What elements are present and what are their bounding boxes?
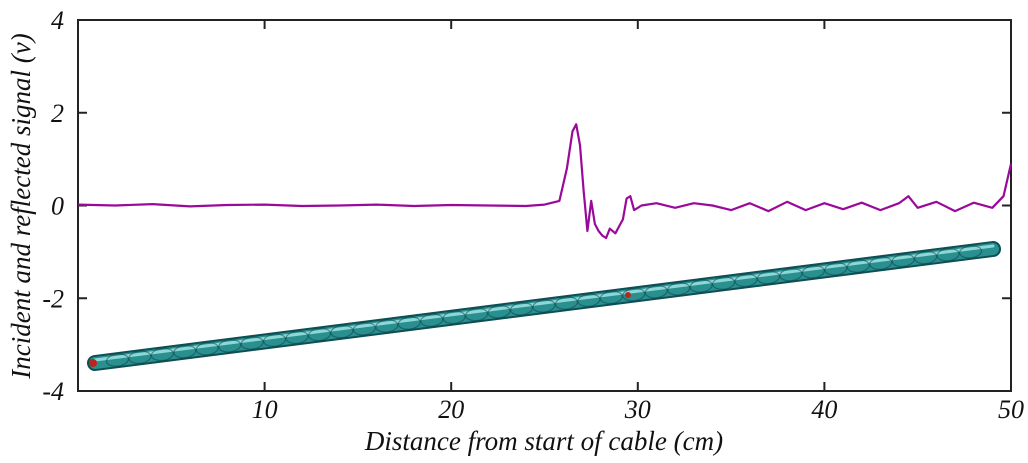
series-layer: [77, 123, 1013, 240]
y-tick-label: 0: [51, 192, 64, 221]
cable-twist: [375, 319, 399, 333]
cable-twist: [891, 253, 915, 268]
y-tick-label: -4: [42, 377, 64, 406]
cable-twist: [218, 339, 242, 353]
cable-twist: [734, 273, 758, 288]
cable-twist: [936, 247, 960, 262]
cable-twist: [173, 344, 197, 359]
cable-twist: [532, 299, 556, 313]
y-tick-label: 2: [51, 99, 64, 128]
cable-twist: [824, 262, 848, 276]
cable-core: [89, 243, 999, 369]
cable-end-marker: [89, 359, 97, 367]
cable-twist: [442, 310, 466, 325]
cable-twist: [959, 245, 983, 259]
cable-twist: [756, 270, 781, 285]
cable-twist: [510, 302, 534, 316]
x-tick-label: 20: [438, 395, 464, 424]
cable-twist: [352, 322, 376, 336]
cable-twist: [465, 307, 489, 322]
cable-twist: [846, 259, 870, 273]
cable-twist: [397, 316, 421, 330]
cable-twist: [128, 350, 152, 365]
y-axis-label: Incident and reflected signal (v): [6, 33, 36, 379]
cable-twist: [307, 327, 332, 342]
cable-twist: [712, 276, 736, 290]
cable-defect-marker: [625, 292, 631, 298]
cable-twist: [263, 333, 287, 347]
cable-illustration: [87, 241, 1001, 371]
cable-twist: [689, 279, 713, 293]
x-tick-label: 40: [811, 395, 837, 424]
cable-twist: [487, 304, 511, 319]
x-tick-label: 30: [624, 395, 651, 424]
x-tick-label: 50: [998, 395, 1024, 424]
cable-twist: [869, 256, 893, 270]
cable-twist: [577, 293, 601, 308]
cable-twist: [150, 347, 174, 362]
cable-twist: [779, 267, 803, 282]
cable-twist: [599, 290, 623, 305]
cable-twist: [644, 285, 668, 299]
y-tick-label: 4: [51, 6, 64, 35]
x-axis-label: Distance from start of cable (cm): [364, 426, 723, 456]
cable-twist: [801, 265, 825, 279]
cable-twist: [195, 342, 219, 356]
y-tick-label: -2: [42, 284, 64, 313]
cable-twist: [330, 324, 354, 339]
cable-highlight: [93, 244, 995, 362]
cable-twist: [420, 313, 444, 327]
cable-twist: [914, 250, 938, 265]
cable-twist: [622, 287, 646, 302]
cable-twist: [285, 330, 309, 345]
cable-twist: [240, 336, 264, 350]
x-tick-label: 10: [252, 395, 278, 424]
cable-twist: [105, 353, 129, 367]
signal-line: [77, 123, 1013, 240]
cable-twist: [554, 296, 578, 310]
cable-twist: [667, 282, 691, 296]
